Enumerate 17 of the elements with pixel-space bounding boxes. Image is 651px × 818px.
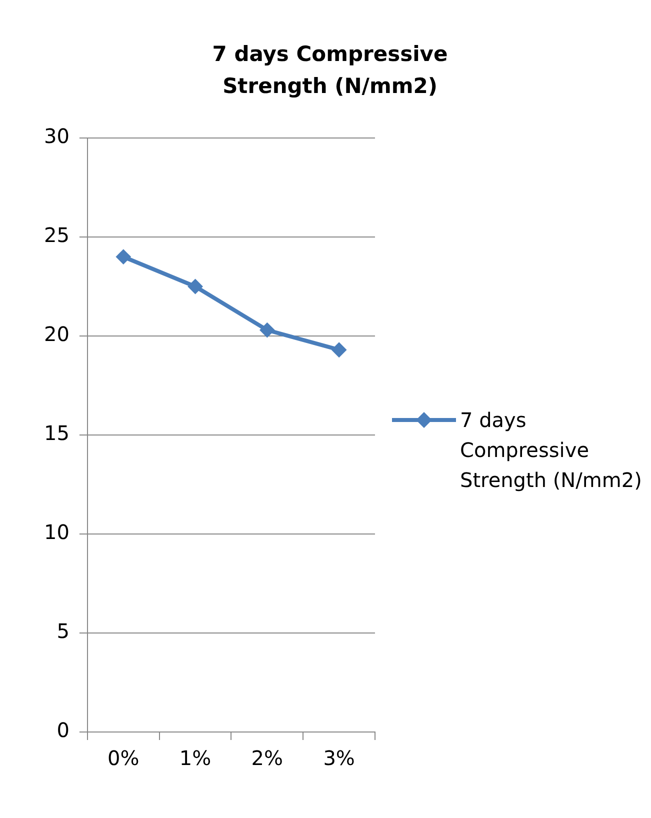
point (332, 342, 347, 358)
y-tick-label: 25 (44, 223, 70, 248)
y-tick-label: 10 (44, 520, 70, 544)
y-tick-label: 0 (56, 718, 70, 742)
point (188, 279, 203, 294)
y-tick-label: 15 (44, 421, 70, 446)
point (116, 249, 131, 264)
x-tick-label: 3% (323, 746, 355, 770)
x-tick-label: 2% (251, 746, 284, 770)
x-tick-label: 0% (108, 746, 140, 770)
x-tick-label: 1% (179, 746, 212, 770)
legend-label: 7 days Compressive Strength (N/mm2) (460, 407, 643, 494)
chart-title: 7 days Compressive Strength (N/mm2) (211, 41, 449, 100)
y-tick-label: 5 (56, 619, 70, 644)
y-tick-label: 30 (44, 124, 70, 148)
y-tick-label: 20 (44, 322, 70, 346)
point (260, 322, 275, 338)
